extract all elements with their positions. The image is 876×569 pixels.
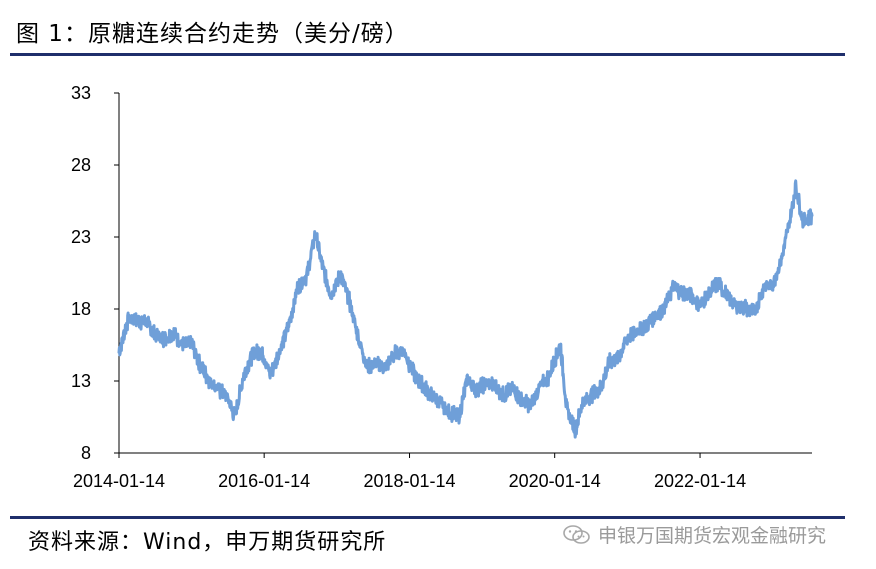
watermark-text: 申银万国期货宏观金融研究 (598, 525, 827, 547)
x-tick-label: 2018-01-14 (363, 471, 455, 491)
x-tick-label: 2022-01-14 (654, 471, 746, 491)
y-tick-label: 13 (71, 371, 91, 391)
y-tick-label: 28 (71, 155, 91, 175)
chart-area: 8 13 18 23 28 33 2014-01-14 2016-01-14 2018-01-… (71, 83, 814, 491)
x-axis-ticks: 2014-01-14 2016-01-14 2018-01-14 2020-01-14… (73, 453, 746, 491)
wechat-logo-icon (563, 524, 590, 544)
x-tick-label: 2014-01-14 (73, 471, 165, 491)
y-tick-label: 33 (71, 83, 91, 103)
series-line (117, 179, 814, 439)
y-axis-ticks: 8 13 18 23 28 33 (71, 83, 119, 463)
source-note: 资料来源：Wind，申万期货研究所 (28, 530, 387, 555)
y-tick-label: 8 (81, 443, 91, 463)
y-tick-label: 18 (71, 299, 91, 319)
chart-axes (118, 93, 812, 454)
header-rule (10, 53, 845, 56)
x-tick-label: 2020-01-14 (509, 471, 601, 491)
watermark: 申银万国期货宏观金融研究 (562, 521, 826, 548)
series-group (117, 179, 814, 439)
footer-rule (10, 516, 845, 519)
y-tick-label: 23 (71, 227, 91, 247)
chart-title: 图 1：原糖连续合约走势（美分/磅） (16, 21, 409, 47)
x-tick-label: 2016-01-14 (218, 471, 310, 491)
